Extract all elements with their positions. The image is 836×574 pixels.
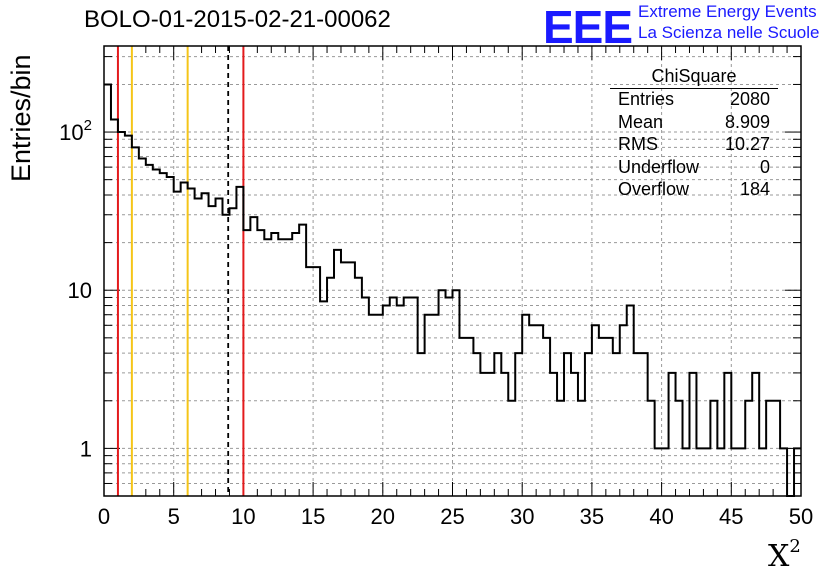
stats-value: 8.909 [724,111,770,132]
reference-lines [116,46,245,496]
x-tick-label: 25 [440,504,464,529]
x-tick-label: 50 [789,504,813,529]
x-axis-label-main: X [768,539,790,574]
x-axis-label-sup: 2 [789,536,801,557]
y-axis-label: Entries/bin [6,54,36,182]
stats-title: ChiSquare [610,66,778,89]
histogram-series [104,83,801,497]
x-tick-label: 0 [98,504,110,529]
logo-tagline-2: La Scienza nelle Scuole [638,23,820,42]
stats-label: Mean [618,111,664,132]
y-tick-label: 1 [80,436,92,461]
x-tick-label: 45 [719,504,743,529]
plot-frame [103,45,802,497]
stats-label: RMS [618,134,658,155]
x-tick-label: 35 [580,504,604,529]
eee-logo: EEE [543,1,633,53]
x-tick-label: 20 [371,504,395,529]
x-axis-label: X2 [768,536,801,574]
stats-row: Entries 2080 [610,89,778,112]
stats-value: 0 [759,156,770,177]
stats-label: Overflow [618,179,690,200]
stats-label: Entries [618,89,675,109]
y-tick-label: 102 [59,117,92,145]
x-tick-label: 15 [301,504,325,529]
tick-labels: 0 5 10 15 20 25 30 35 40 45 50 1 10 102 [59,117,813,529]
stats-row: RMS 10.27 [610,134,778,157]
stats-value: 184 [739,179,770,200]
stats-label: Underflow [618,156,700,177]
stats-value: 2080 [729,89,770,109]
stats-row: Mean 8.909 [610,112,778,135]
stats-row: Overflow 184 [610,179,778,202]
y-tick-label: 10 [68,278,92,303]
logo-tagline-1: Extreme Energy Events [638,2,817,21]
x-tick-label: 10 [231,504,255,529]
x-tick-label: 5 [168,504,180,529]
x-tick-label: 30 [510,504,534,529]
stats-value: 10.27 [724,134,770,155]
x-tick-label: 40 [649,504,673,529]
stats-row: Underflow 0 [610,157,778,180]
axis-ticks [103,46,802,497]
chart-title: BOLO-01-2015-02-21-00062 [84,6,391,33]
stats-box: ChiSquare Entries 2080 Mean 8.909 RMS 10.27… [610,66,778,202]
